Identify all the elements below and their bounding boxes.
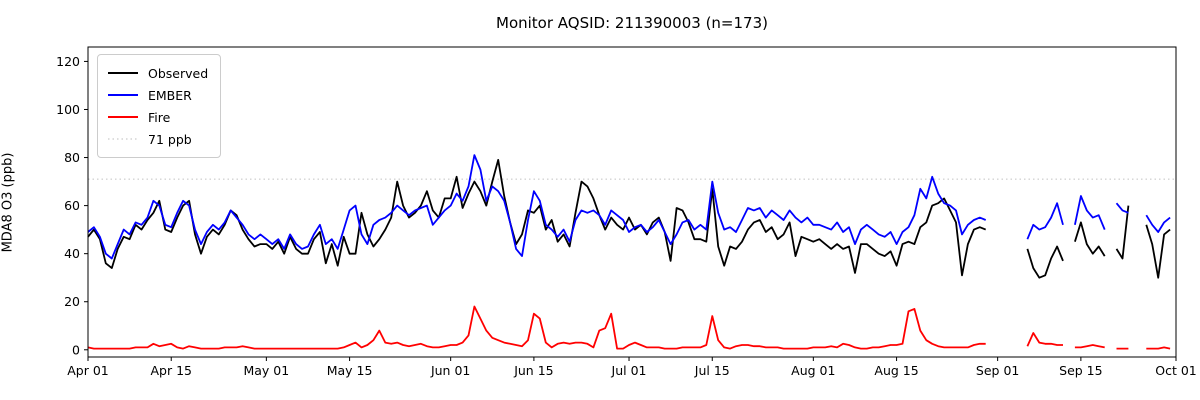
x-tick-label: Aug 01: [791, 363, 835, 378]
y-tick-label: 100: [56, 102, 80, 117]
x-tick-label: Apr 15: [150, 363, 192, 378]
chart-title: Monitor AQSID: 211390003 (n=173): [496, 14, 768, 32]
observed-line-sample: [108, 72, 138, 74]
x-tick-label: Aug 15: [874, 363, 918, 378]
legend-label-fire: Fire: [148, 109, 171, 125]
legend-item-threshold: 71 ppb: [108, 128, 208, 150]
y-tick-label: 0: [72, 342, 80, 357]
legend-label-ember: EMBER: [148, 87, 192, 103]
x-tick-label: May 15: [327, 363, 373, 378]
x-tick-label: Jun 15: [513, 363, 553, 378]
ember-series-line: [87, 154, 1171, 260]
x-tick-label: Sep 15: [1059, 363, 1102, 378]
legend-label-threshold: 71 ppb: [148, 131, 192, 147]
legend-item-observed: Observed: [108, 62, 208, 84]
y-tick-label: 40: [64, 246, 80, 261]
observed-series-line: [87, 159, 1171, 279]
plot-frame: [87, 46, 1177, 358]
y-axis-label: MDA8 O3 (ppb): [0, 152, 16, 253]
legend-item-ember: EMBER: [108, 84, 208, 106]
legend-label-observed: Observed: [148, 65, 209, 81]
legend: Observed EMBER Fire 71 ppb: [97, 54, 222, 158]
x-tick-label: Jul 15: [694, 363, 730, 378]
y-tick-label: 20: [64, 294, 80, 309]
ember-line-sample: [108, 94, 138, 96]
fire-line-sample: [108, 116, 138, 118]
x-tick-label: Jul 01: [611, 363, 647, 378]
x-tick-label: Apr 01: [67, 363, 109, 378]
threshold-line-sample: [108, 138, 138, 140]
y-tick-label: 60: [64, 198, 80, 213]
y-tick-label: 80: [64, 150, 80, 165]
x-tick-label: Jun 01: [430, 363, 470, 378]
x-tick-label: Oct 01: [1155, 363, 1197, 378]
x-tick-label: May 01: [243, 363, 289, 378]
legend-item-fire: Fire: [108, 106, 208, 128]
y-tick-label: 120: [56, 54, 80, 69]
x-tick-label: Sep 01: [976, 363, 1019, 378]
fire-series-line: [87, 305, 1171, 350]
